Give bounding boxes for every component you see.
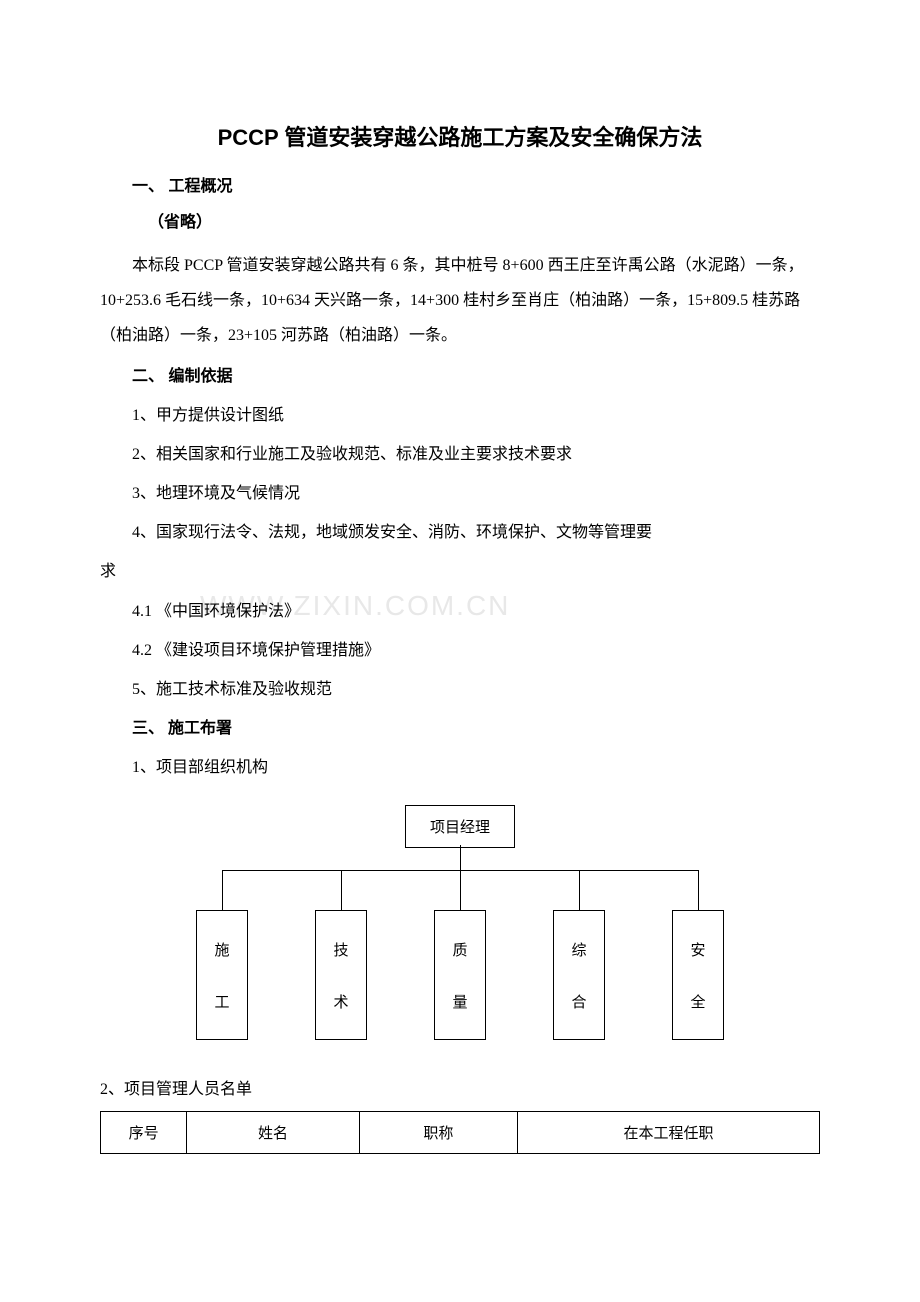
section-3-item-1: 1、项目部组织机构 <box>100 750 820 785</box>
section-2-heading: 二、 编制依据 <box>100 362 820 386</box>
section-2-item-3: 3、地理环境及气候情况 <box>100 476 820 511</box>
table-header-4: 在本工程任职 <box>517 1112 819 1154</box>
org-line <box>222 870 223 910</box>
org-node-1: 施 工 <box>196 910 248 1040</box>
section-2-item-4: 4、国家现行法令、法规，地域颁发安全、消防、环境保护、文物等管理要 <box>100 515 820 550</box>
org-line <box>698 870 699 910</box>
section-1-body: 本标段 PCCP 管道安装穿越公路共有 6 条，其中桩号 8+600 西王庄至许… <box>100 248 820 354</box>
section-2-item-5: 5、施工技术标准及验收规范 <box>100 672 820 707</box>
org-node-char: 技 <box>333 939 348 960</box>
section-2-item-1: 1、甲方提供设计图纸 <box>100 398 820 433</box>
org-line <box>460 845 461 870</box>
org-node-char: 施 <box>214 939 229 960</box>
org-line <box>341 870 342 910</box>
org-node-char: 质 <box>452 939 467 960</box>
org-node-char: 合 <box>571 991 586 1012</box>
table-header-2: 姓名 <box>187 1112 360 1154</box>
org-node-2: 技 术 <box>315 910 367 1040</box>
section-3-item-2: 2、项目管理人员名单 <box>100 1075 820 1099</box>
document-title: PCCP 管道安装穿越公路施工方案及安全确保方法 <box>100 120 820 152</box>
section-2-item-4-1: 4.1 《中国环境保护法》 <box>100 594 820 629</box>
org-node-char: 安 <box>690 939 705 960</box>
org-node-4: 综 合 <box>553 910 605 1040</box>
org-node-char: 术 <box>333 991 348 1012</box>
org-node-3: 质 量 <box>434 910 486 1040</box>
org-chart: 项目经理 施 工 技 术 质 量 综 合 安 全 <box>180 805 740 1045</box>
org-line <box>579 870 580 910</box>
org-node-5: 安 全 <box>672 910 724 1040</box>
section-3-heading: 三、 施工布署 <box>100 711 820 746</box>
section-1-heading: 一、 工程概况 <box>100 172 820 196</box>
table-header-3: 职称 <box>359 1112 517 1154</box>
section-2-item-4-suffix: 求 <box>100 554 820 589</box>
org-node-char: 量 <box>452 991 467 1012</box>
section-2-item-4-2: 4.2 《建设项目环境保护管理措施》 <box>100 633 820 668</box>
section-1-sub: （省略） <box>100 208 820 232</box>
personnel-table: 序号 姓名 职称 在本工程任职 <box>100 1111 820 1154</box>
org-top-box: 项目经理 <box>405 805 515 848</box>
org-node-char: 全 <box>690 991 705 1012</box>
table-row: 序号 姓名 职称 在本工程任职 <box>101 1112 820 1154</box>
document-content: PCCP 管道安装穿越公路施工方案及安全确保方法 一、 工程概况 （省略） 本标… <box>100 120 820 1154</box>
org-node-char: 综 <box>571 939 586 960</box>
org-node-char: 工 <box>214 991 229 1012</box>
table-header-1: 序号 <box>101 1112 187 1154</box>
org-line <box>460 870 461 910</box>
section-2-item-2: 2、相关国家和行业施工及验收规范、标准及业主要求技术要求 <box>100 437 820 472</box>
